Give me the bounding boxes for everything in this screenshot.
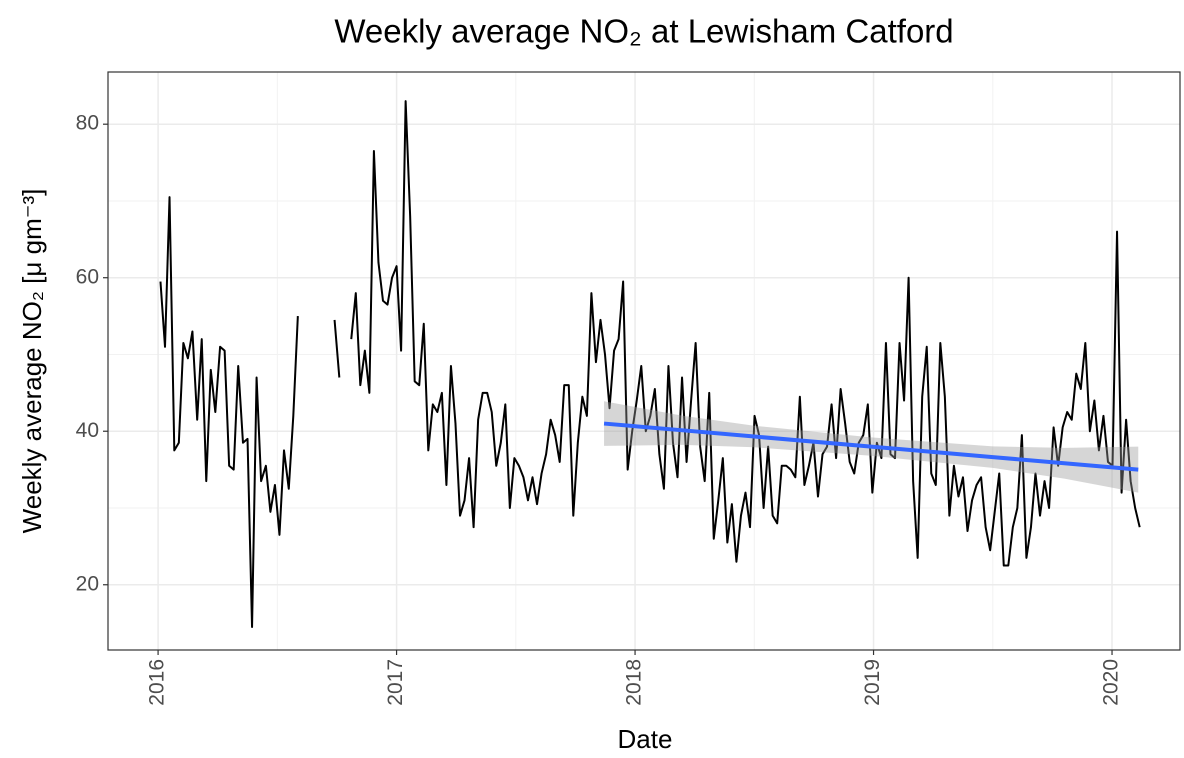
x-tick-label: 2019 bbox=[861, 659, 884, 706]
data-line bbox=[159, 100, 1141, 628]
y-tick-label: 60 bbox=[76, 265, 99, 288]
x-tick-label: 2017 bbox=[384, 659, 407, 706]
trend-line bbox=[603, 421, 1139, 472]
panel-border bbox=[107, 71, 1181, 651]
y-tick-label: 40 bbox=[76, 419, 99, 442]
y-tick-label: 80 bbox=[76, 112, 99, 135]
chart-title: Weekly average NO₂ at Lewisham Catford bbox=[334, 13, 953, 50]
x-tick-label: 2016 bbox=[146, 659, 169, 706]
x-axis-title: Date bbox=[618, 724, 673, 754]
y-axis-title: Weekly average NO₂ [μ gm⁻³] bbox=[17, 189, 47, 534]
y-tick-label: 20 bbox=[76, 572, 99, 595]
x-tick-label: 2018 bbox=[623, 659, 646, 706]
panel bbox=[108, 72, 1180, 650]
x-tick-label: 2020 bbox=[1100, 659, 1123, 706]
